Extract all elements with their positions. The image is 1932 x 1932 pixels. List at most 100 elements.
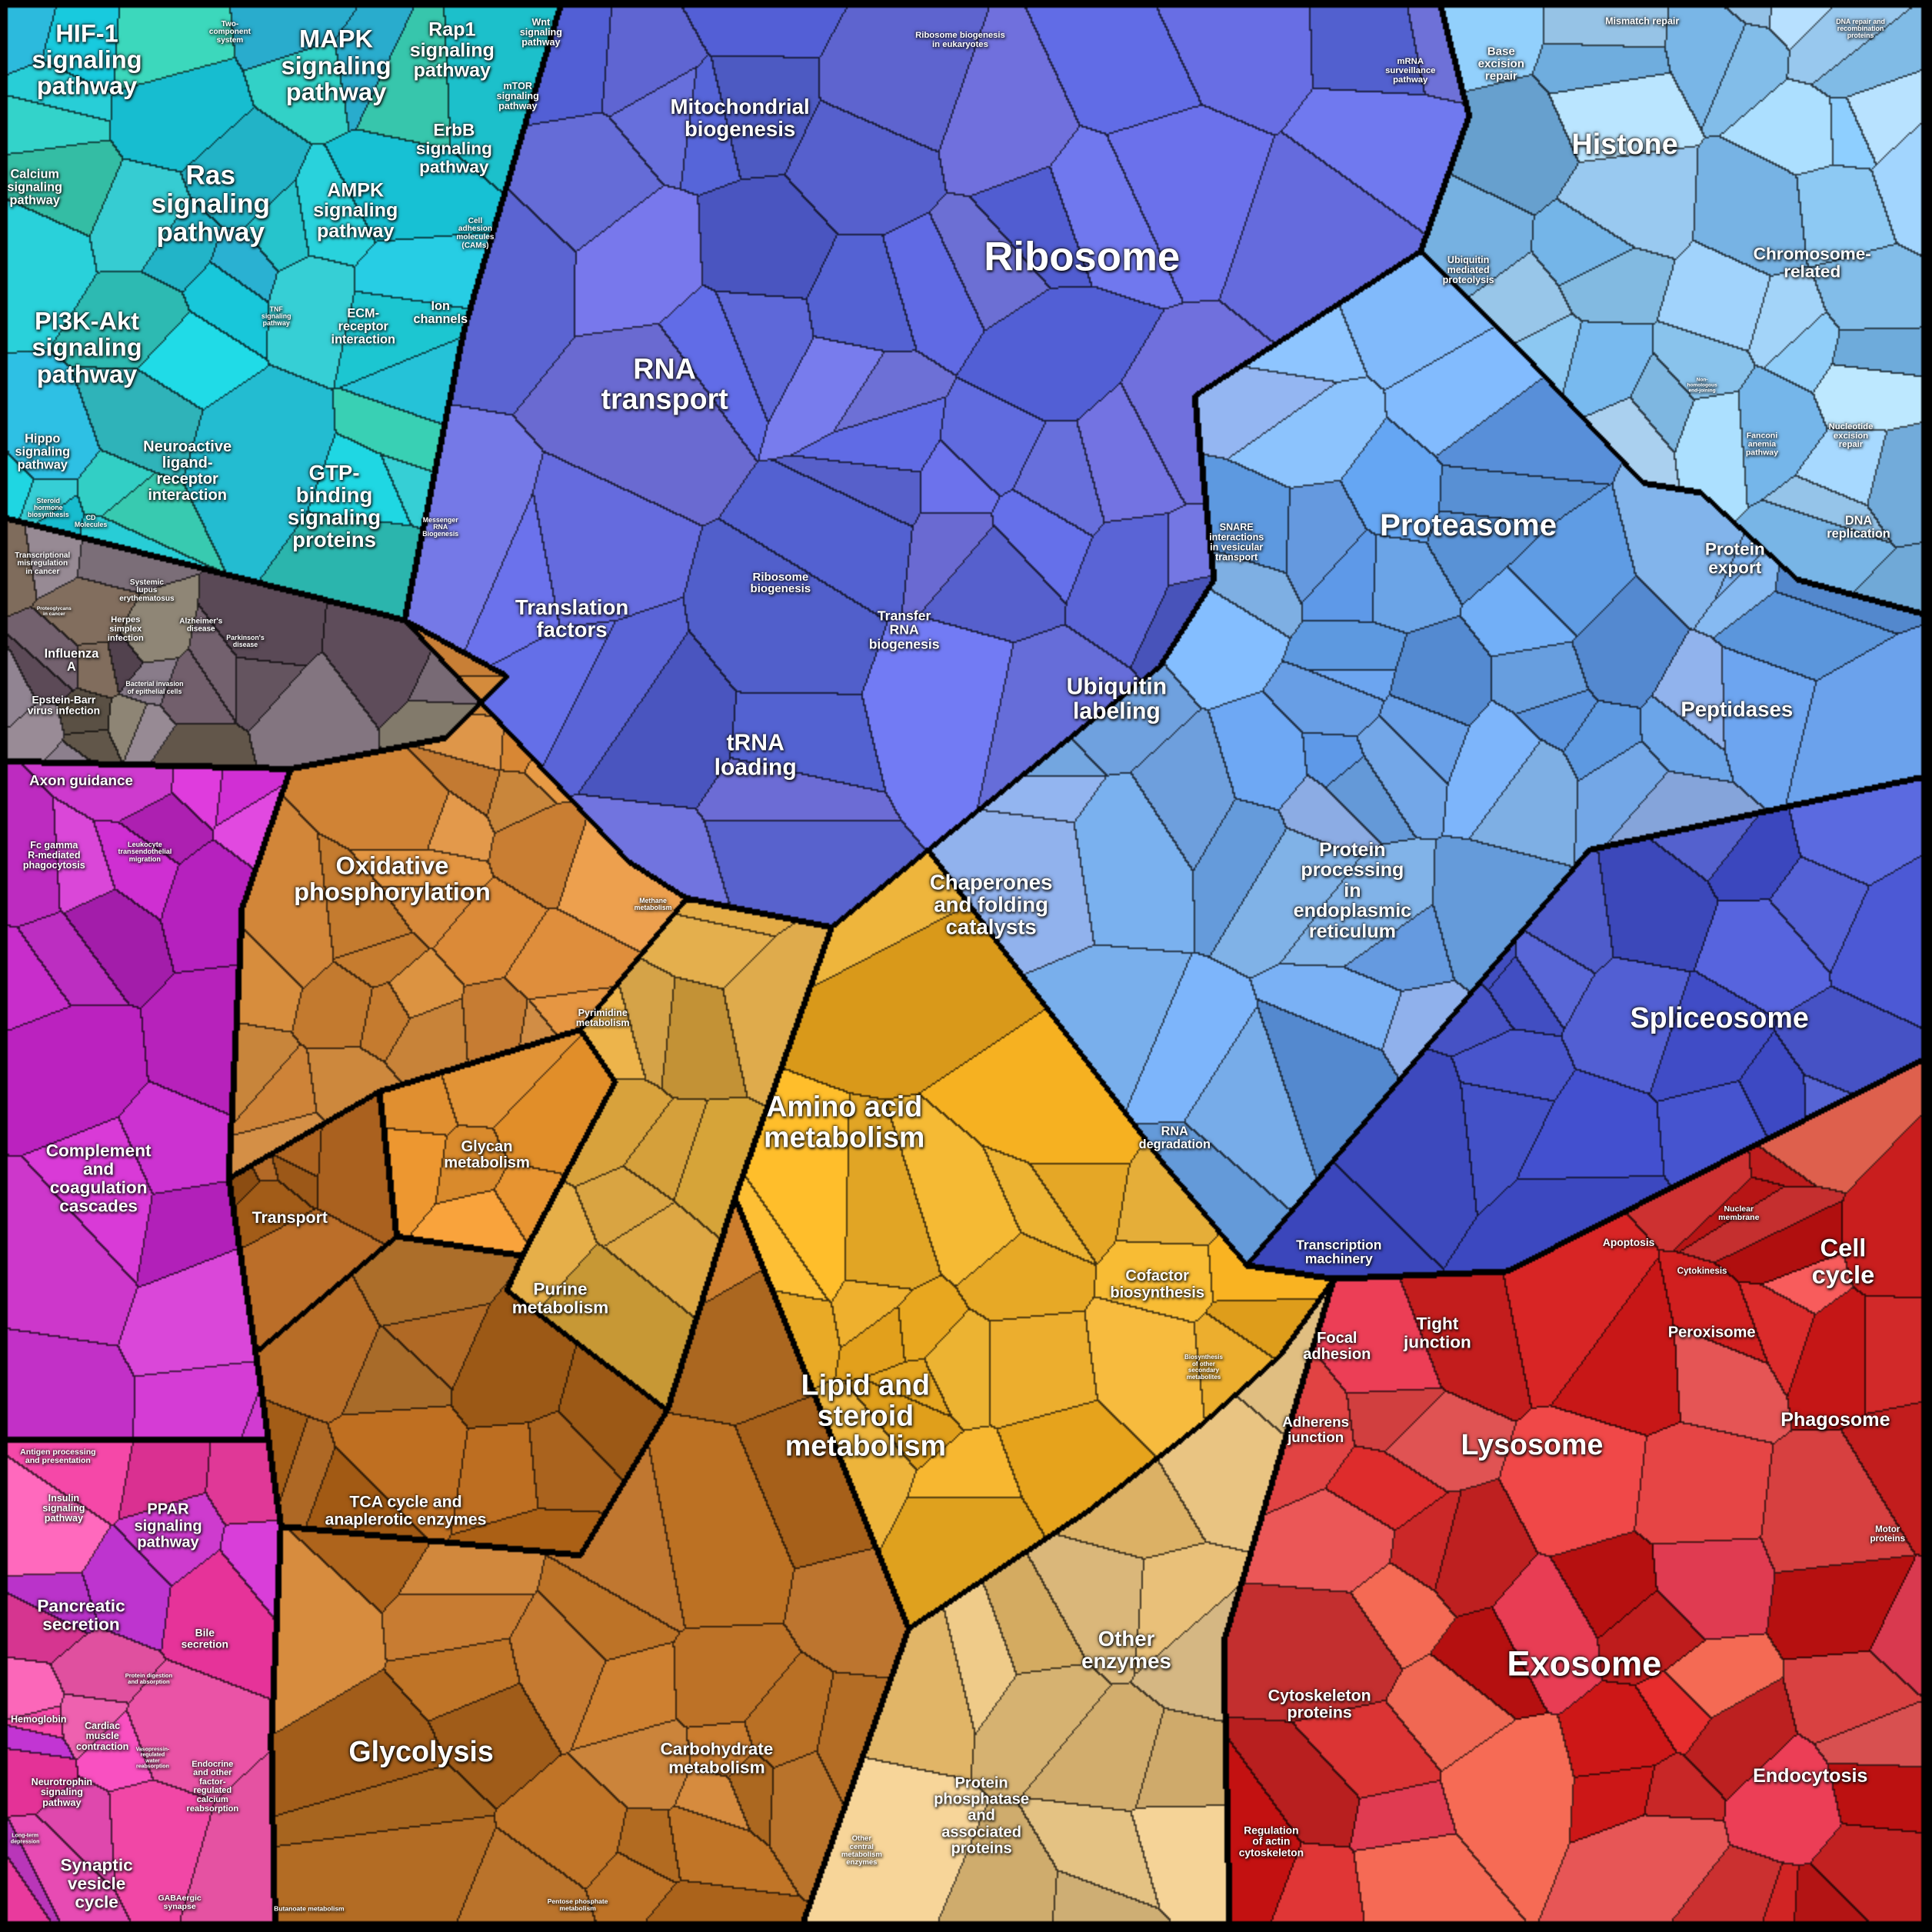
treemap-label: Regulation of actin cytoskeleton	[1238, 1824, 1304, 1859]
treemap-label: Cell adhesion molecules (CAMs)	[456, 216, 495, 250]
treemap-label: Long-term depression	[10, 1834, 40, 1845]
treemap-label: TCA cycle and anaplerotic enzymes	[325, 1492, 487, 1529]
treemap-label: Messenger RNA Biogenesis	[422, 515, 459, 538]
treemap-label: Steroid hormone biosynthesis	[27, 496, 69, 519]
treemap-label: Ribosome	[984, 234, 1181, 280]
treemap-label: Cofactor biosynthesis	[1110, 1267, 1205, 1301]
treemap-label: Glycolysis	[348, 1735, 494, 1768]
treemap-label: HIF-1 signaling pathway	[32, 18, 142, 100]
treemap-label: Cardiac muscle contraction	[75, 1720, 129, 1752]
treemap-label: Butanoate metabolism	[274, 1904, 345, 1913]
treemap-label: Other central metabolism enzymes	[841, 1834, 882, 1867]
treemap-label: Alzheimer's disease	[179, 617, 223, 634]
treemap-label: Systemic lupus erythematosus	[119, 578, 175, 603]
treemap-label: Motor proteins	[1870, 1524, 1905, 1544]
treemap-label: TNF signaling pathway	[261, 305, 291, 328]
treemap-label: tRNA loading	[714, 730, 797, 781]
treemap-label: ErbB signaling pathway	[415, 120, 492, 177]
treemap-label: Protein export	[1704, 539, 1765, 577]
treemap-label: Ion channels	[413, 298, 468, 326]
treemap-label: Cell cycle	[1811, 1234, 1875, 1289]
treemap-label: Glycan metabolism	[444, 1138, 530, 1172]
treemap-label: Apoptosis	[1602, 1235, 1655, 1248]
treemap-label: Hemoglobin	[10, 1714, 67, 1725]
treemap-label: Cytokinesis	[1677, 1266, 1727, 1276]
treemap-label: Two- component system	[208, 19, 251, 45]
treemap-label: Peptidases	[1681, 697, 1794, 721]
treemap-label: Nuclear membrane	[1718, 1204, 1760, 1222]
treemap-label: Nucleotide excision repair	[1828, 421, 1874, 450]
treemap-label: Pancreatic secretion	[37, 1596, 125, 1634]
treemap-label: DNA replication	[1827, 513, 1890, 541]
treemap-label: Cytoskeleton proteins	[1267, 1686, 1371, 1722]
treemap-label: Ras signaling pathway	[151, 160, 270, 248]
treemap-label: Pyrimidine metabolism	[575, 1007, 630, 1028]
treemap-label: SNARE interactions in vesicular transpor…	[1209, 521, 1264, 564]
treemap-label: Wnt signaling pathway	[519, 16, 562, 48]
treemap-label: PPAR signaling pathway	[134, 1501, 202, 1551]
treemap-label: CD Molecules	[74, 514, 108, 529]
treemap-label: Ribosome biogenesis in eukaryotes	[915, 30, 1005, 49]
treemap-label: RNA degradation	[1138, 1124, 1211, 1151]
treemap-label: Pentose phosphate metabolism	[547, 1897, 608, 1912]
treemap-label: Base excision repair	[1477, 45, 1524, 82]
treemap-label: Vasopressin- regulated water reabsorptio…	[135, 1747, 170, 1770]
treemap-label: Translation factors	[515, 595, 629, 641]
treemap-label: Neuroactive ligand- receptor interaction	[143, 438, 232, 505]
treemap-label: Synaptic vesicle cycle	[60, 1855, 133, 1912]
treemap-label: Spliceosome	[1630, 1001, 1809, 1034]
treemap-label: Mismatch repair	[1605, 15, 1680, 27]
treemap-label: Calcium signaling pathway	[7, 166, 63, 208]
treemap-label: Fc gamma R-mediated phagocytosis	[22, 840, 85, 871]
treemap-label: GABAergic synapse	[158, 1894, 202, 1912]
treemap-label: Ubiquitin labeling	[1066, 674, 1168, 724]
treemap-label: Endocytosis	[1753, 1764, 1868, 1787]
treemap-label: Antigen processing and presentation	[20, 1447, 96, 1466]
treemap-label: AMPK signaling pathway	[313, 179, 398, 242]
treemap-label: Complement and coagulation cascades	[45, 1141, 152, 1216]
treemap-label: Axon guidance	[29, 771, 133, 788]
treemap-label: Leukocyte transendothelial migration	[118, 840, 172, 863]
treemap-label: Rap1 signaling pathway	[409, 18, 495, 82]
treemap-label: RNA transport	[601, 352, 728, 415]
treemap-label: Endocrine and other factor- regulated ca…	[186, 1759, 239, 1814]
treemap-label: Mitochondrial biogenesis	[670, 95, 810, 142]
treemap-label: Transcriptional misregulation in cancer	[15, 551, 71, 576]
treemap-label: Protein phosphatase and associated prote…	[934, 1774, 1030, 1857]
treemap-label: Peroxisome	[1667, 1324, 1756, 1341]
treemap-label: Non- homologous end-joining	[1687, 378, 1717, 394]
treemap-label: Protein digestion and absorption	[125, 1672, 173, 1685]
treemap-label: Chaperones and folding catalysts	[929, 870, 1053, 939]
treemap-label: Phagosome	[1780, 1409, 1890, 1431]
treemap-label: Histone	[1571, 128, 1678, 161]
treemap-label: Insulin signaling pathway	[42, 1493, 85, 1524]
treemap-label: Transport	[251, 1208, 328, 1227]
treemap-label: Herpes simplex infection	[107, 615, 144, 643]
treemap-label: Hippo signaling pathway	[15, 431, 71, 472]
treemap-label: GTP- binding signaling proteins	[287, 461, 381, 552]
treemap-label: Chromosome- related	[1753, 243, 1871, 281]
treemap-label: mRNA surveillance pathway	[1385, 57, 1436, 85]
treemap-label: Biosynthesis of other secondary metaboli…	[1184, 1354, 1223, 1381]
treemap-label: Adherens junction	[1282, 1414, 1350, 1445]
treemap-label: Protein processing in endoplasmic reticu…	[1293, 839, 1412, 942]
treemap-label: Exosome	[1507, 1644, 1662, 1684]
treemap-label: Fanconi anemia pathway	[1745, 431, 1779, 458]
treemap-label: Parkinson's disease	[226, 633, 265, 648]
treemap-label: Amino acid metabolism	[764, 1090, 925, 1154]
treemap-label: mTOR signaling pathway	[496, 80, 539, 112]
treemap-label: Purine metabolism	[511, 1279, 609, 1317]
treemap-label: Transcription machinery	[1296, 1237, 1382, 1267]
treemap-label: Neurotrophin signaling pathway	[31, 1777, 93, 1808]
treemap-label: ECM- receptor interaction	[331, 305, 395, 347]
treemap-label: Bile secretion	[181, 1626, 228, 1651]
treemap-label: Lysosome	[1461, 1428, 1604, 1461]
treemap-label: Proteasome	[1380, 508, 1557, 543]
treemap-label: Epstein-Barr virus infection	[27, 693, 101, 717]
treemap-label: Ribosome biogenesis	[750, 570, 811, 596]
treemap-label: Methane metabolism	[634, 896, 672, 911]
treemap-label: Lipid and steroid metabolism	[784, 1368, 947, 1463]
treemap-label: Transfer RNA biogenesis	[868, 608, 940, 652]
